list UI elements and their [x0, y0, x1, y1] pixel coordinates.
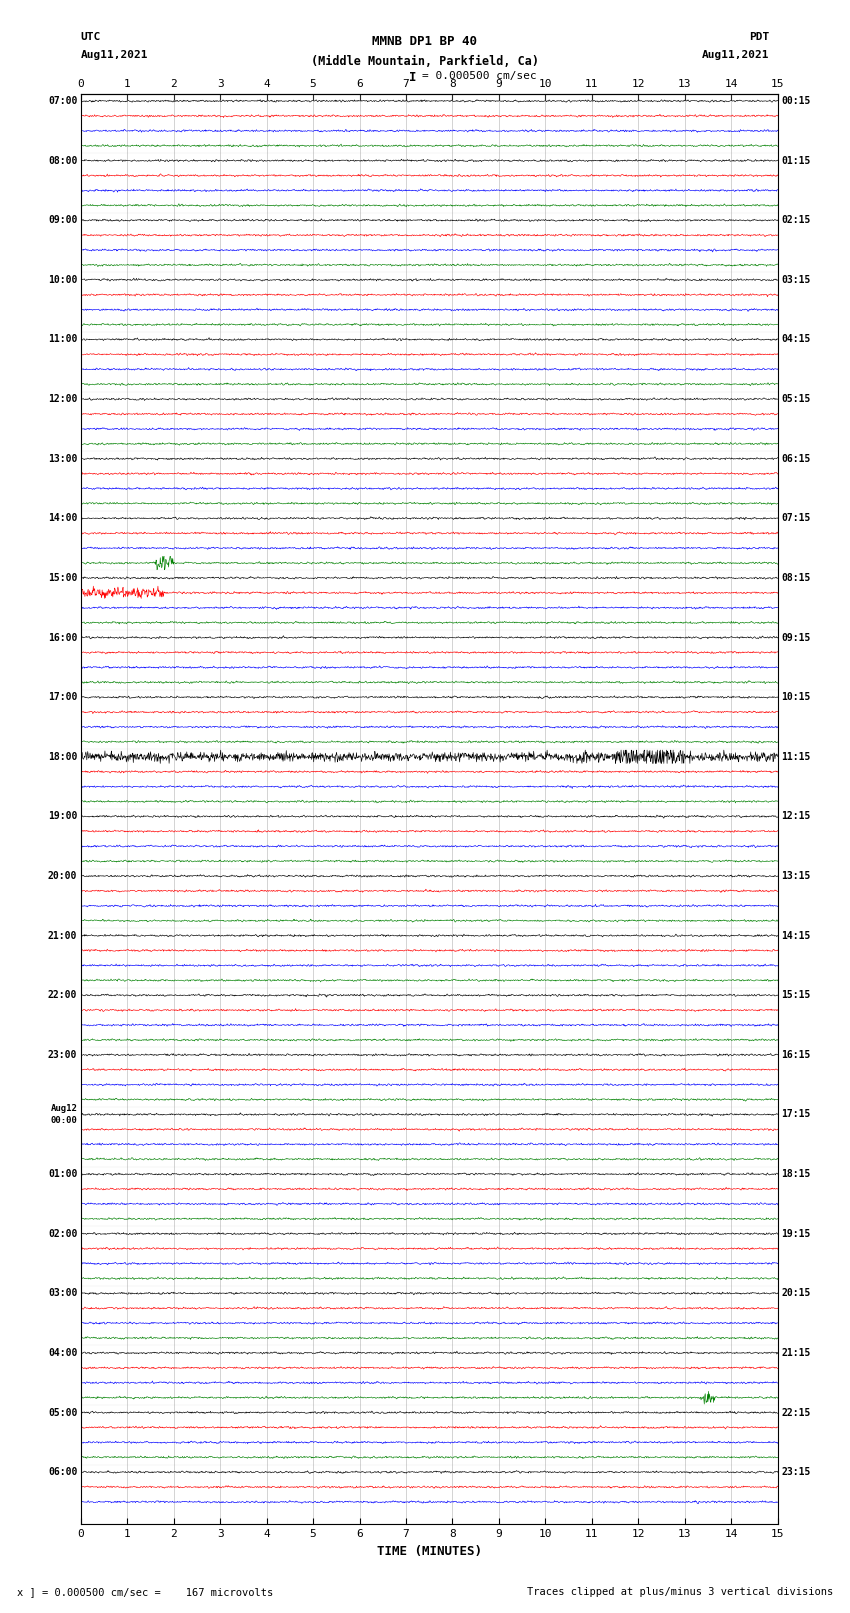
Text: 14:00: 14:00: [48, 513, 77, 523]
Text: 22:00: 22:00: [48, 990, 77, 1000]
Text: 12:00: 12:00: [48, 394, 77, 405]
Text: 06:00: 06:00: [48, 1468, 77, 1478]
Text: 01:00: 01:00: [48, 1169, 77, 1179]
Text: 21:15: 21:15: [781, 1348, 811, 1358]
Text: 15:00: 15:00: [48, 573, 77, 582]
Text: I: I: [409, 71, 416, 84]
Text: 21:00: 21:00: [48, 931, 77, 940]
Text: 20:15: 20:15: [781, 1289, 811, 1298]
Text: 15:15: 15:15: [781, 990, 811, 1000]
Text: x ] = 0.000500 cm/sec =    167 microvolts: x ] = 0.000500 cm/sec = 167 microvolts: [17, 1587, 273, 1597]
Text: Traces clipped at plus/minus 3 vertical divisions: Traces clipped at plus/minus 3 vertical …: [527, 1587, 833, 1597]
Text: 23:15: 23:15: [781, 1468, 811, 1478]
Text: 16:00: 16:00: [48, 632, 77, 642]
Text: 18:00: 18:00: [48, 752, 77, 761]
Text: PDT: PDT: [749, 32, 769, 42]
Text: Aug11,2021: Aug11,2021: [702, 50, 769, 60]
Text: 17:00: 17:00: [48, 692, 77, 702]
Text: 07:00: 07:00: [48, 97, 77, 106]
Text: 13:15: 13:15: [781, 871, 811, 881]
Text: 03:00: 03:00: [48, 1289, 77, 1298]
Text: 13:00: 13:00: [48, 453, 77, 463]
Text: 08:15: 08:15: [781, 573, 811, 582]
Text: 00:00: 00:00: [50, 1116, 77, 1124]
Text: MMNB DP1 BP 40: MMNB DP1 BP 40: [372, 35, 478, 48]
Text: 23:00: 23:00: [48, 1050, 77, 1060]
Text: 18:15: 18:15: [781, 1169, 811, 1179]
Text: 04:15: 04:15: [781, 334, 811, 345]
Text: 20:00: 20:00: [48, 871, 77, 881]
Text: 19:15: 19:15: [781, 1229, 811, 1239]
Text: 05:00: 05:00: [48, 1408, 77, 1418]
Text: 00:15: 00:15: [781, 97, 811, 106]
Text: 02:00: 02:00: [48, 1229, 77, 1239]
Text: 08:00: 08:00: [48, 155, 77, 166]
Text: 04:00: 04:00: [48, 1348, 77, 1358]
Text: 02:15: 02:15: [781, 215, 811, 226]
Text: 19:00: 19:00: [48, 811, 77, 821]
Text: (Middle Mountain, Parkfield, Ca): (Middle Mountain, Parkfield, Ca): [311, 55, 539, 68]
Text: 03:15: 03:15: [781, 274, 811, 286]
Text: 05:15: 05:15: [781, 394, 811, 405]
Text: 09:15: 09:15: [781, 632, 811, 642]
Text: 07:15: 07:15: [781, 513, 811, 523]
Text: 10:15: 10:15: [781, 692, 811, 702]
Text: 14:15: 14:15: [781, 931, 811, 940]
Text: Aug12: Aug12: [50, 1103, 77, 1113]
Text: = 0.000500 cm/sec: = 0.000500 cm/sec: [422, 71, 537, 81]
Text: 12:15: 12:15: [781, 811, 811, 821]
X-axis label: TIME (MINUTES): TIME (MINUTES): [377, 1545, 482, 1558]
Text: 11:15: 11:15: [781, 752, 811, 761]
Text: 01:15: 01:15: [781, 155, 811, 166]
Text: 10:00: 10:00: [48, 274, 77, 286]
Text: 06:15: 06:15: [781, 453, 811, 463]
Text: 11:00: 11:00: [48, 334, 77, 345]
Text: 09:00: 09:00: [48, 215, 77, 226]
Text: UTC: UTC: [81, 32, 101, 42]
Text: 22:15: 22:15: [781, 1408, 811, 1418]
Text: 16:15: 16:15: [781, 1050, 811, 1060]
Text: 17:15: 17:15: [781, 1110, 811, 1119]
Text: Aug11,2021: Aug11,2021: [81, 50, 148, 60]
